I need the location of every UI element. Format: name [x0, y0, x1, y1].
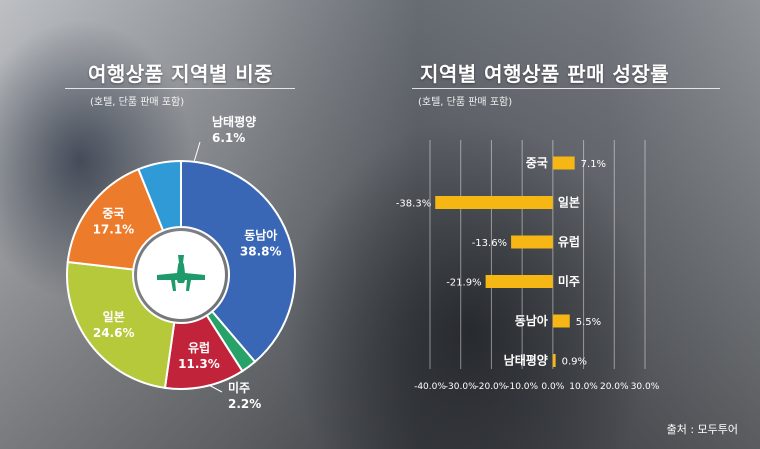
bar-chart-title: 지역별 여행상품 판매 성장률: [420, 62, 670, 86]
bar-category-label: 동남아: [515, 313, 548, 328]
bar-value-label: 5.5%: [576, 317, 601, 328]
pie-value-label: 38.8%: [240, 245, 282, 259]
x-tick-label: -10.0%: [506, 382, 538, 392]
pie-value-label: 24.6%: [93, 326, 135, 340]
pie-slice-남태평양: [137, 159, 182, 232]
bar-남태평양: [552, 354, 556, 367]
x-tick-label: 0.0%: [541, 382, 564, 392]
pie-value-label: 6.1%: [212, 131, 245, 145]
bar-미주: [485, 275, 553, 288]
pie-chart-note: (호텔, 단품 판매 포함): [90, 97, 185, 108]
x-tick-label: 20.0%: [600, 382, 629, 392]
pie-category-label: 동남아: [244, 228, 277, 243]
pie-slice-중국: [66, 167, 165, 271]
pie-category-label: 일본: [103, 310, 125, 324]
bar-title-rule: [412, 88, 720, 89]
source-note: 출처 : 모두투어: [666, 423, 738, 436]
bar-category-label: 중국: [526, 156, 548, 170]
bar-유럽: [511, 235, 553, 249]
x-tick-label: 30.0%: [631, 382, 660, 392]
x-tick-label: -40.0%: [414, 382, 446, 392]
pie-value-label: 17.1%: [93, 222, 135, 236]
pie-value-label: 11.3%: [178, 357, 220, 371]
pie-category-label: 유럽: [188, 341, 210, 355]
bar-value-label: -13.6%: [472, 238, 507, 249]
x-tick-label: -20.0%: [476, 382, 508, 392]
bar-category-label: 미주: [558, 274, 580, 289]
airplane-icon: [157, 255, 205, 291]
bar-category-label: 남태평양: [504, 353, 548, 368]
bar-중국: [552, 156, 575, 170]
x-tick-label: 10.0%: [569, 382, 598, 392]
bar-chart-note: (호텔, 단품 판매 포함): [418, 97, 513, 108]
bar-value-label: -21.9%: [446, 278, 481, 289]
bar-value-label: -38.3%: [396, 199, 431, 210]
bar-동남아: [552, 314, 570, 328]
pie-category-label: 남태평양: [212, 114, 256, 129]
bar-value-label: 0.9%: [562, 357, 587, 368]
x-tick-label: -30.0%: [445, 382, 477, 392]
pie-slice-일본: [66, 260, 176, 389]
bar-value-label: 7.1%: [581, 159, 606, 170]
pie-slice-동남아: [180, 159, 296, 364]
bar-category-label: 일본: [558, 196, 580, 210]
bar-category-label: 유럽: [558, 235, 580, 249]
pie-category-label: 중국: [102, 206, 124, 220]
pie-leader-line: [193, 141, 201, 163]
pie-chart-title: 여행상품 지역별 비중: [88, 62, 274, 86]
bar-일본: [435, 196, 553, 209]
pie-title-rule: [65, 88, 295, 89]
pie-category-label: 미주: [228, 380, 250, 395]
pie-value-label: 2.2%: [228, 397, 261, 411]
